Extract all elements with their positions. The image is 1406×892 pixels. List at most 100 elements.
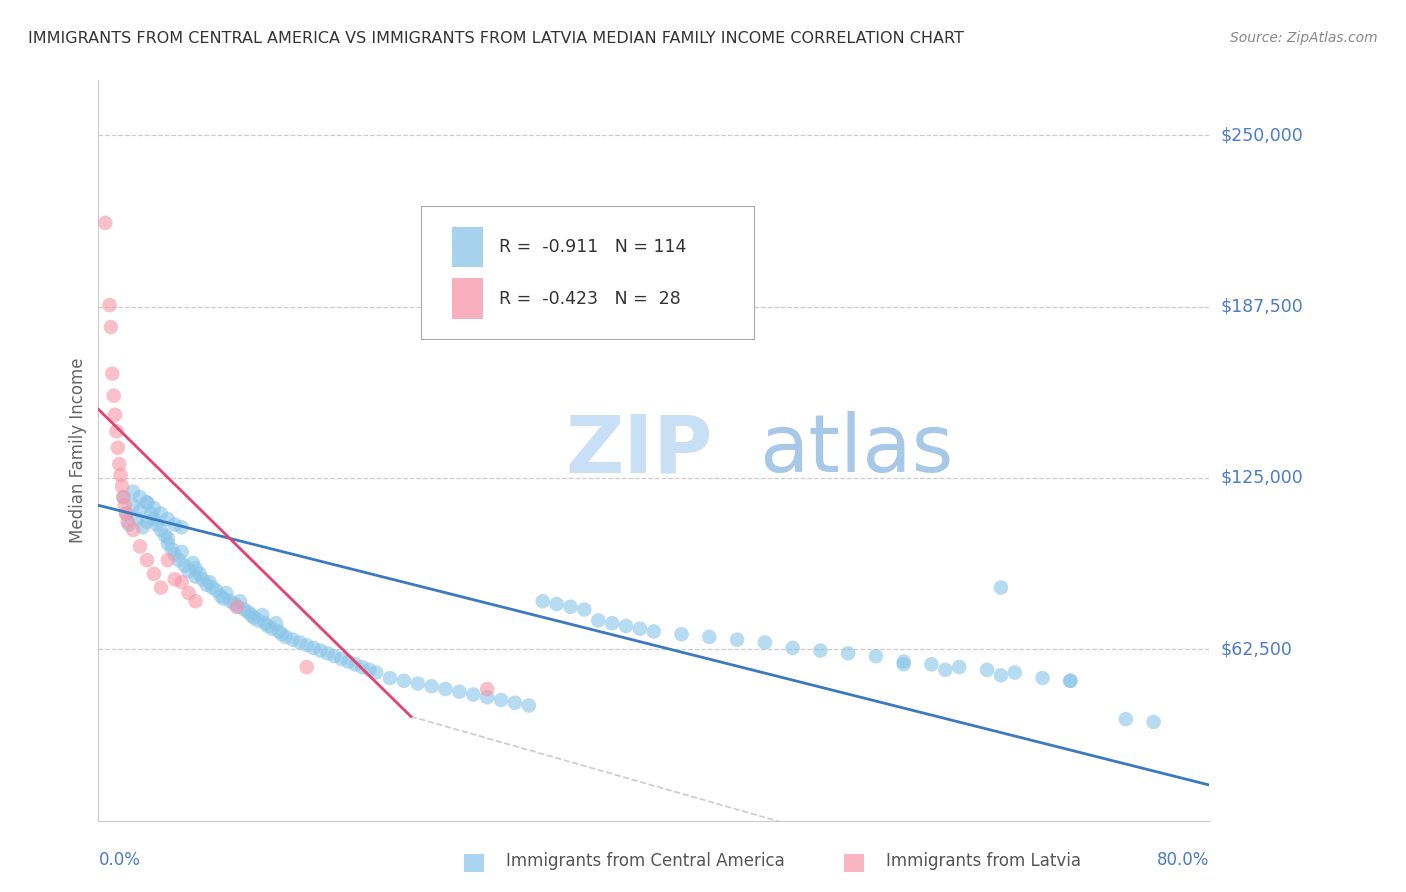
- Y-axis label: Median Family Income: Median Family Income: [69, 358, 87, 543]
- Point: [837, 646, 859, 660]
- Point: [238, 605, 260, 619]
- Point: [105, 424, 128, 438]
- Point: [893, 657, 915, 672]
- Point: [205, 583, 228, 598]
- Point: [406, 676, 429, 690]
- Point: [267, 624, 290, 639]
- Point: [167, 553, 190, 567]
- Point: [337, 655, 360, 669]
- FancyBboxPatch shape: [420, 206, 754, 340]
- Point: [990, 668, 1012, 682]
- Text: $62,500: $62,500: [1220, 640, 1292, 658]
- Point: [392, 673, 415, 688]
- Point: [243, 611, 266, 625]
- Text: 80.0%: 80.0%: [1157, 851, 1209, 869]
- Point: [270, 627, 292, 641]
- Point: [699, 630, 721, 644]
- Point: [463, 688, 485, 702]
- Point: [754, 635, 776, 649]
- Point: [156, 531, 179, 545]
- Point: [104, 408, 127, 422]
- Point: [177, 564, 200, 578]
- Point: [136, 553, 159, 567]
- Text: IMMIGRANTS FROM CENTRAL AMERICA VS IMMIGRANTS FROM LATVIA MEDIAN FAMILY INCOME C: IMMIGRANTS FROM CENTRAL AMERICA VS IMMIG…: [28, 31, 965, 46]
- Point: [976, 663, 998, 677]
- Point: [574, 602, 596, 616]
- Point: [1059, 673, 1081, 688]
- Point: [177, 586, 200, 600]
- Point: [366, 665, 388, 680]
- Text: Immigrants from Latvia: Immigrants from Latvia: [886, 852, 1081, 870]
- Point: [163, 548, 186, 562]
- Point: [136, 515, 159, 529]
- Point: [264, 616, 287, 631]
- Point: [920, 657, 942, 672]
- Text: Source: ZipAtlas.com: Source: ZipAtlas.com: [1230, 31, 1378, 45]
- Point: [117, 515, 139, 529]
- Point: [330, 652, 353, 666]
- Point: [219, 594, 242, 608]
- Point: [233, 602, 256, 616]
- Point: [209, 589, 232, 603]
- FancyBboxPatch shape: [451, 227, 482, 268]
- Point: [115, 507, 138, 521]
- Point: [149, 507, 172, 521]
- Point: [359, 663, 381, 677]
- FancyBboxPatch shape: [451, 278, 482, 319]
- Point: [489, 693, 512, 707]
- Point: [143, 566, 166, 581]
- Point: [129, 490, 152, 504]
- Point: [136, 495, 159, 509]
- Point: [316, 646, 339, 660]
- Point: [188, 566, 211, 581]
- Point: [170, 520, 193, 534]
- Point: [224, 597, 246, 611]
- Point: [195, 578, 218, 592]
- Point: [141, 507, 163, 521]
- Text: ZIP: ZIP: [565, 411, 713, 490]
- Point: [201, 581, 224, 595]
- Point: [114, 498, 136, 512]
- Point: [149, 523, 172, 537]
- Point: [153, 528, 176, 542]
- Point: [865, 649, 887, 664]
- Point: [184, 561, 207, 575]
- Point: [143, 512, 166, 526]
- Point: [600, 616, 623, 631]
- Point: [295, 660, 318, 674]
- Point: [215, 586, 238, 600]
- Point: [100, 320, 122, 334]
- Point: [503, 696, 526, 710]
- Point: [184, 594, 207, 608]
- Point: [143, 501, 166, 516]
- Point: [110, 468, 132, 483]
- Point: [184, 569, 207, 583]
- Point: [352, 660, 374, 674]
- Point: [170, 575, 193, 590]
- Point: [671, 627, 693, 641]
- Point: [256, 619, 278, 633]
- Point: [1032, 671, 1054, 685]
- Point: [560, 599, 582, 614]
- Point: [1115, 712, 1137, 726]
- Point: [111, 479, 134, 493]
- Text: 0.0%: 0.0%: [98, 851, 141, 869]
- Point: [434, 681, 457, 696]
- Point: [1004, 665, 1026, 680]
- Point: [198, 575, 221, 590]
- Point: [323, 649, 346, 664]
- Point: [344, 657, 367, 672]
- Point: [253, 616, 276, 631]
- Point: [94, 216, 117, 230]
- Text: Immigrants from Central America: Immigrants from Central America: [506, 852, 785, 870]
- Point: [173, 558, 195, 573]
- Text: R =  -0.911   N = 114: R = -0.911 N = 114: [499, 238, 686, 256]
- Point: [614, 619, 637, 633]
- Point: [122, 498, 145, 512]
- Text: $187,500: $187,500: [1220, 298, 1303, 316]
- Point: [112, 490, 135, 504]
- Point: [129, 540, 152, 554]
- Point: [252, 607, 274, 622]
- Point: [145, 517, 167, 532]
- Point: [247, 614, 270, 628]
